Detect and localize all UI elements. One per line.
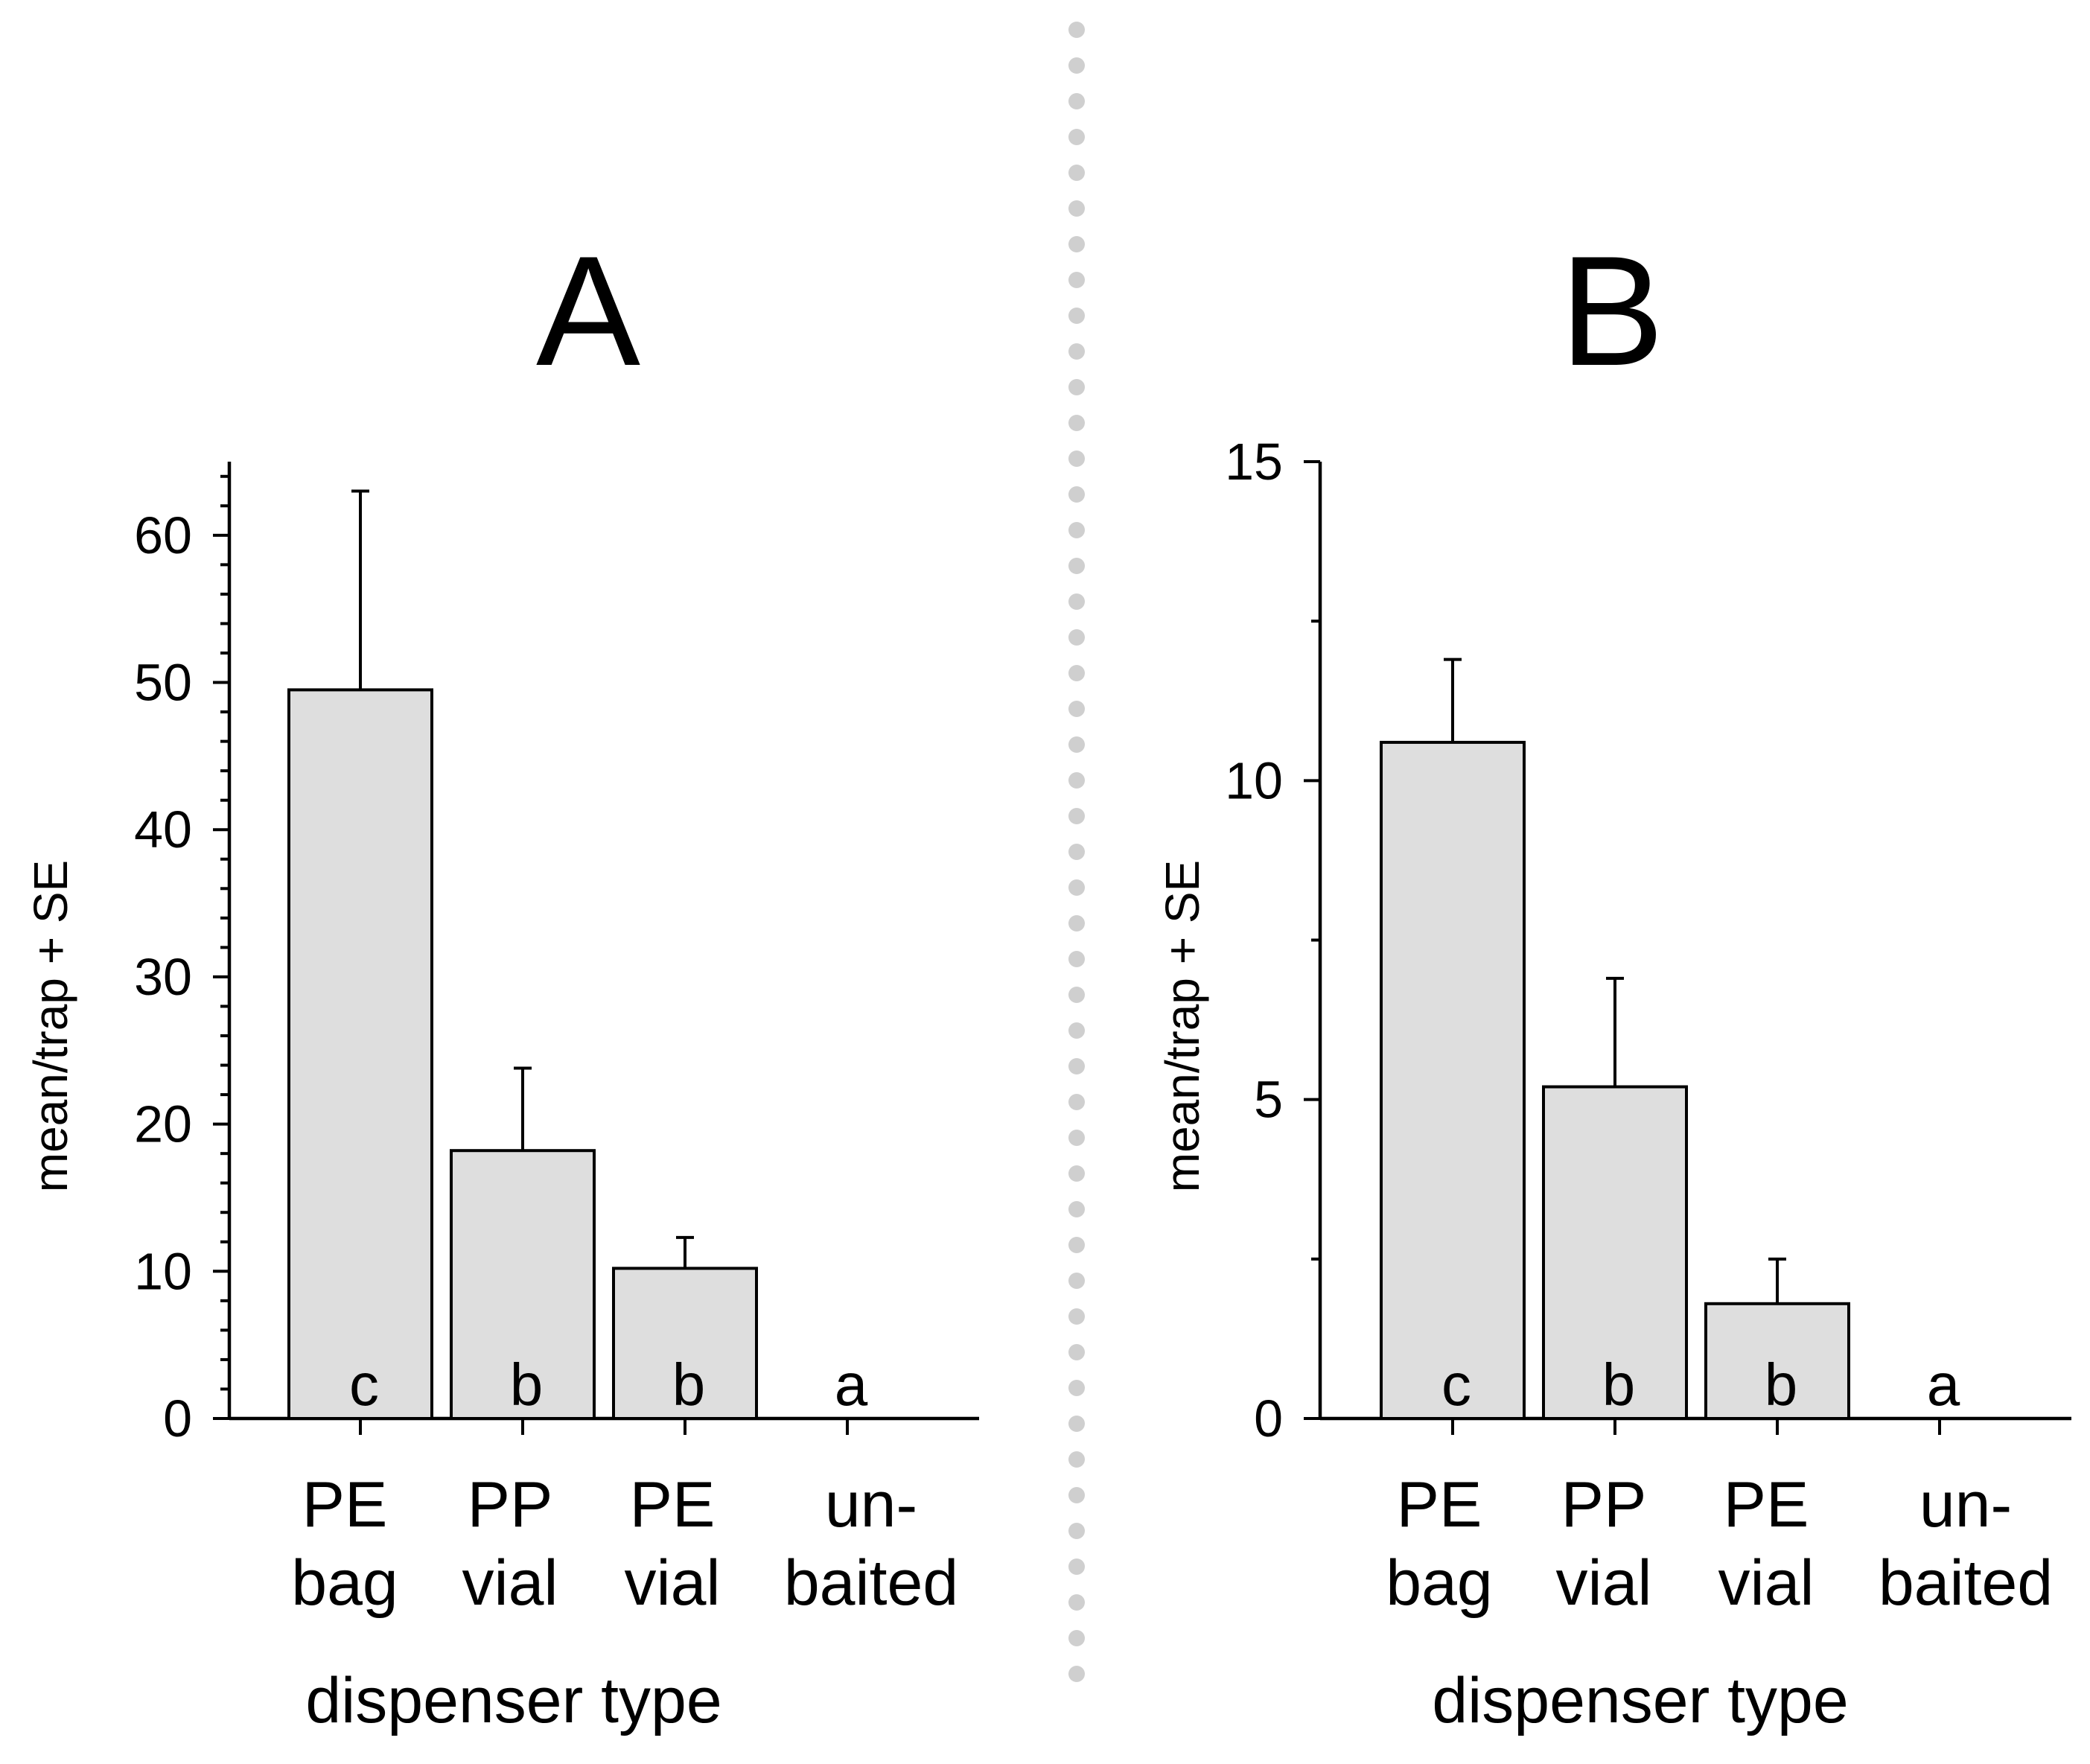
divider-dot <box>1068 343 1085 360</box>
category-label-line1: PE <box>1397 1469 1482 1541</box>
divider-dot <box>1068 558 1085 574</box>
y-tick-label: 20 <box>134 1095 192 1153</box>
divider-dot <box>1068 57 1085 74</box>
y-tick-label: 40 <box>134 800 192 859</box>
category-label-line1: PE <box>1724 1469 1809 1541</box>
significance-letter: a <box>835 1351 868 1418</box>
significance-letter: b <box>1765 1351 1798 1418</box>
category-label-line2: vial <box>1718 1547 1814 1619</box>
category-label-line2: baited <box>784 1547 958 1619</box>
bar <box>287 688 433 1420</box>
category-label-line1: PE <box>302 1469 388 1541</box>
divider-dot <box>1068 593 1085 610</box>
y-tick-label: 50 <box>134 654 192 712</box>
y-tick-label: 5 <box>1254 1071 1283 1129</box>
divider-dot <box>1068 236 1085 252</box>
divider-dot <box>1068 379 1085 395</box>
significance-letter: c <box>349 1351 379 1418</box>
bar <box>612 1267 758 1421</box>
category-label-line2: bag <box>1386 1547 1493 1619</box>
y-axis-title: mean/trap + SE <box>24 860 77 1192</box>
divider-dot <box>1068 665 1085 681</box>
y-tick-label: 0 <box>1254 1389 1283 1448</box>
divider-dot <box>1068 1523 1085 1539</box>
divider-dot <box>1068 808 1085 824</box>
category-label-line1: un- <box>825 1469 917 1541</box>
bar <box>1380 740 1526 1420</box>
divider-dot <box>1068 165 1085 181</box>
divider-dot <box>1068 450 1085 467</box>
divider-dot <box>1068 200 1085 217</box>
category-label-line1: PP <box>1561 1469 1647 1541</box>
divider-dot <box>1068 1165 1085 1182</box>
divider-dot <box>1068 272 1085 288</box>
divider-dot <box>1068 1594 1085 1611</box>
significance-letter: b <box>510 1351 544 1418</box>
divider-dot <box>1068 1666 1085 1682</box>
category-label-line2: baited <box>1879 1547 2053 1619</box>
divider-dot <box>1068 1416 1085 1432</box>
divider-dot <box>1068 1487 1085 1503</box>
category-label-line2: vial <box>1555 1547 1651 1619</box>
panel-title: A <box>536 223 640 398</box>
divider-dot <box>1068 1273 1085 1289</box>
divider-dot <box>1068 915 1085 932</box>
divider-dot <box>1068 701 1085 717</box>
bar <box>1542 1085 1688 1420</box>
divider-dot <box>1068 1558 1085 1575</box>
significance-letter: a <box>1927 1351 1960 1418</box>
y-tick-label: 10 <box>134 1242 192 1300</box>
x-axis-title: dispenser type <box>305 1665 721 1736</box>
divider-dot <box>1068 522 1085 538</box>
divider-dot <box>1068 1201 1085 1217</box>
y-tick-label: 60 <box>134 506 192 564</box>
divider-dot <box>1068 1451 1085 1468</box>
divider-dot <box>1068 1380 1085 1396</box>
significance-letter: b <box>672 1351 706 1418</box>
divider-dot <box>1068 844 1085 860</box>
category-label-line2: vial <box>462 1547 558 1619</box>
divider-dot <box>1068 629 1085 646</box>
divider-dot <box>1068 486 1085 503</box>
divider-dot <box>1068 1308 1085 1325</box>
divider-dot <box>1068 415 1085 431</box>
divider-dot <box>1068 22 1085 38</box>
divider-dot <box>1068 879 1085 896</box>
category-label-line2: vial <box>624 1547 720 1619</box>
divider-dot <box>1068 772 1085 789</box>
y-tick-label: 15 <box>1225 433 1283 491</box>
category-label-line1: PE <box>630 1469 716 1541</box>
divider-dot <box>1068 308 1085 324</box>
y-tick-label: 0 <box>163 1389 192 1448</box>
divider-dot <box>1068 1130 1085 1146</box>
divider-dot <box>1068 1630 1085 1646</box>
significance-letter: c <box>1441 1351 1471 1418</box>
divider-dot <box>1068 987 1085 1003</box>
divider-dot <box>1068 93 1085 109</box>
divider-dot <box>1068 129 1085 145</box>
divider-dot <box>1068 1237 1085 1253</box>
divider-dot <box>1068 1022 1085 1039</box>
divider-dot <box>1068 951 1085 967</box>
panel-divider <box>1068 22 1085 1682</box>
y-tick-label: 10 <box>1225 751 1283 809</box>
category-label-line1: PP <box>468 1469 553 1541</box>
divider-dot <box>1068 736 1085 753</box>
divider-dot <box>1068 1058 1085 1074</box>
divider-dot <box>1068 1344 1085 1360</box>
bar <box>450 1149 596 1420</box>
x-axis-title: dispenser type <box>1432 1665 1848 1736</box>
panel-title: B <box>1560 223 1664 398</box>
divider-dot <box>1068 1094 1085 1110</box>
y-tick-label: 30 <box>134 948 192 1006</box>
category-label-line1: un- <box>1919 1469 2012 1541</box>
y-axis-title: mean/trap + SE <box>1156 860 1209 1192</box>
category-label-line2: bag <box>291 1547 398 1619</box>
significance-letter: b <box>1602 1351 1636 1418</box>
